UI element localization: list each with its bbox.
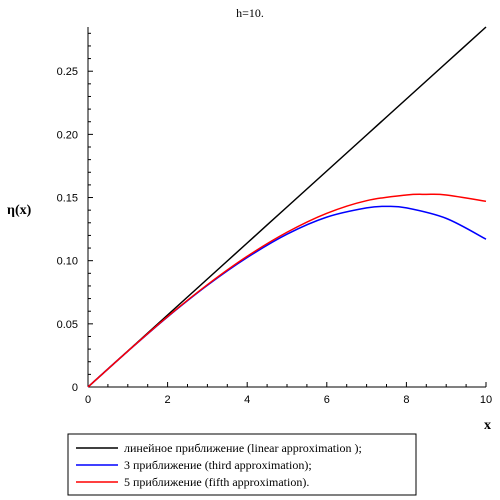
x-tick-label: 8: [403, 394, 409, 406]
series-lines: [87, 26, 487, 388]
legend-label-linear: линейное приближение (linear approximati…: [124, 441, 362, 455]
y-tick-label: 0.10: [57, 256, 78, 268]
series-line-third: [87, 205, 487, 388]
x-tick-label: 4: [244, 394, 250, 406]
x-tick-label: 10: [480, 394, 492, 406]
legend-box: [67, 433, 417, 496]
legend: линейное приближение (linear approximati…: [67, 433, 417, 496]
x-tick-label: 2: [165, 394, 171, 406]
x-tick-label: 6: [324, 394, 330, 406]
x-axis-label: x: [484, 418, 491, 433]
y-tick-label: 0.15: [57, 193, 78, 205]
y-tick-label: 0.20: [57, 129, 78, 141]
x-tick-label: 0: [85, 394, 91, 406]
chart-title: h=10.: [236, 6, 264, 20]
ticks: 0 2 4 6 8 10 0 0.05 0.10 0.15 0.20 0.25: [57, 32, 492, 406]
y-tick-label: 0.25: [57, 66, 78, 78]
legend-label-fifth: 5 приближение (fifth approximation).: [124, 475, 309, 489]
y-tick-label: 0: [72, 382, 78, 394]
series-line-fifth: [87, 193, 487, 388]
y-tick-label: 0.05: [57, 319, 78, 331]
legend-label-third: 3 приближение (third approximation);: [124, 458, 312, 472]
y-axis-label: η(x): [7, 203, 32, 218]
